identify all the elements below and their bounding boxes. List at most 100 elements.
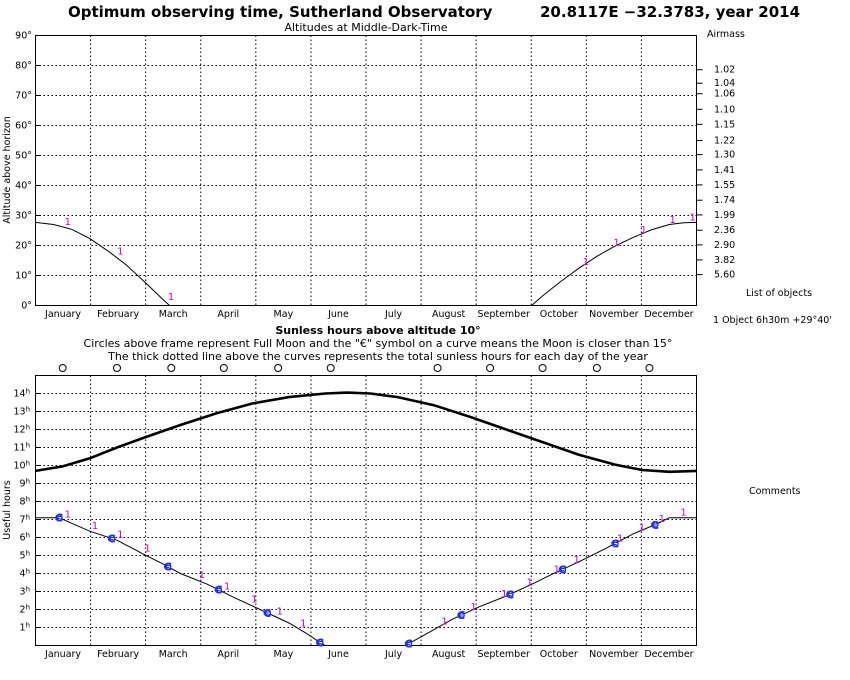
list-of-objects-label: List of objects xyxy=(746,288,812,299)
object-label-marker: 1 xyxy=(251,594,257,605)
object-label-marker: 1 xyxy=(168,292,174,303)
airmass-tick-label: 2.90 xyxy=(714,240,735,251)
bottom-y-tick-label: 6h xyxy=(20,532,30,544)
moon-proximity-symbol: € xyxy=(457,609,466,622)
altitude-curve xyxy=(531,221,697,306)
full-moon-circle xyxy=(58,364,67,372)
moon-proximity-marker xyxy=(214,585,223,594)
moon-proximity-symbol: € xyxy=(611,538,620,551)
object-label-marker: 1 xyxy=(65,217,71,228)
airmass-tick-label: 3.82 xyxy=(714,255,735,266)
airmass-tick-label: 2.36 xyxy=(714,225,735,236)
airmass-tick-label: 1.15 xyxy=(714,119,735,130)
full-moon-circle xyxy=(592,364,601,372)
moon-proximity-marker xyxy=(55,513,63,522)
airmass-tick-label: 1.06 xyxy=(714,89,735,100)
airmass-label: Airmass xyxy=(707,29,745,40)
object-label-marker: 1 xyxy=(277,606,283,617)
object-label-marker: 1 xyxy=(441,617,447,628)
bottom-month-label: March xyxy=(159,649,188,660)
object-label-marker: 1 xyxy=(659,514,665,525)
moon-proximity-marker xyxy=(404,639,413,648)
moon-proximity-marker xyxy=(611,539,619,548)
bottom-y-tick-label: 12h xyxy=(13,424,30,436)
top-month-label: May xyxy=(274,309,294,320)
full-moon-circle xyxy=(274,364,283,372)
bottom-title: Sunless hours above altitude 10° xyxy=(275,324,480,337)
comments-label: Comments xyxy=(749,486,801,497)
airmass-tick-label: 1.22 xyxy=(714,136,735,147)
top-grid xyxy=(35,35,697,306)
top-month-label: October xyxy=(540,309,578,320)
bottom-y-tick-label: 3h xyxy=(20,586,30,598)
top-ylabel: Altitude above horizon xyxy=(2,116,13,224)
bottom-month-label: June xyxy=(327,649,349,660)
airmass-tick-label: 1.02 xyxy=(714,65,735,76)
airmass-axis: 1.02 1.041.06 1.10 1.15 1.22 1.30 1.41 1.55 1.74… xyxy=(696,65,735,281)
top-month-label: January xyxy=(44,309,81,320)
bottom-y-tick-label: 4h xyxy=(20,568,30,580)
bottom-series: € € € € € € € € € € € €1 1 1 1 1 1 1 1 1 1 1 1 1 1 1 1 1 1 1 xyxy=(35,391,697,651)
object-label-marker: 1 xyxy=(583,257,589,268)
moon-proximity-marker xyxy=(316,638,324,647)
top-month-label: July xyxy=(384,309,402,320)
coords-title: 20.8117E −32.3783, year 2014 xyxy=(540,3,800,21)
bottom-y-tick-label: 5h xyxy=(20,550,30,562)
bottom-month-label: August xyxy=(432,649,466,660)
moon-proximity-symbol: € xyxy=(558,563,567,576)
object-label-marker: 1 xyxy=(680,508,686,519)
top-x-axis: January February March April May June July Augu… xyxy=(44,309,694,320)
object-label-marker: 1 xyxy=(199,570,205,581)
useful-hours-curve xyxy=(35,517,326,646)
object-label-marker: 1 xyxy=(689,213,695,224)
bottom-note-2: The thick dotted line above the curves r… xyxy=(107,350,648,363)
top-y-tick-label: 60° xyxy=(15,121,32,132)
top-y-axis: 0° 10° 20° 30° 40° 50° 60° 70° 80° 90° xyxy=(15,31,40,312)
bottom-month-label: February xyxy=(97,649,139,660)
full-moon-circle xyxy=(112,364,121,372)
full-moon-circles xyxy=(58,364,654,372)
moon-proximity-marker xyxy=(651,521,659,529)
moon-proximity-symbol: € xyxy=(163,561,172,574)
bottom-y-tick-label: 1h xyxy=(20,622,30,634)
bottom-y-tick-label: 14h xyxy=(13,388,30,400)
bottom-y-axis: 1h 2h 3h 4h 5h 6h 7h 8h 9h 10h 11h 12h 13h 14h xyxy=(13,388,40,634)
moon-proximity-marker xyxy=(263,609,272,617)
bottom-month-label: November xyxy=(589,649,639,660)
top-y-tick-label: 0° xyxy=(21,301,32,312)
object-label-marker: 1 xyxy=(501,589,507,600)
object-label-marker: 1 xyxy=(670,215,676,226)
bottom-month-label: September xyxy=(477,649,530,660)
bottom-y-tick-label: 8h xyxy=(20,496,30,508)
airmass-tick-label: 1.04 xyxy=(714,78,735,89)
moon-proximity-symbol: € xyxy=(107,532,116,545)
airmass-tick-label: 1.30 xyxy=(714,150,735,161)
top-month-label: August xyxy=(432,309,466,320)
moon-proximity-symbol: € xyxy=(505,588,514,601)
object-label-marker: 1 xyxy=(117,246,123,257)
top-month-label: June xyxy=(327,309,349,320)
moon-proximity-marker xyxy=(457,611,465,619)
top-subtitle: Altitudes at Middle-Dark-Time xyxy=(284,21,447,34)
bottom-y-tick-label: 13h xyxy=(13,406,30,418)
bottom-note-1: Circles above frame represent Full Moon … xyxy=(84,337,673,350)
moon-proximity-marker xyxy=(506,590,514,599)
bottom-month-label: December xyxy=(644,649,693,660)
moon-proximity-symbol: € xyxy=(650,519,659,532)
full-moon-circle xyxy=(167,364,176,372)
object-label-marker: 1 xyxy=(92,521,98,532)
object-label-marker: 1 xyxy=(144,544,150,555)
top-series: 1 1 1 1 1 1 1 1 xyxy=(35,213,697,306)
bottom-month-label: April xyxy=(217,649,239,660)
bottom-month-label: October xyxy=(540,649,578,660)
object-label-marker: 1 xyxy=(300,618,306,629)
bottom-month-label: May xyxy=(274,649,294,660)
bottom-ylabel: Useful hours xyxy=(2,480,13,540)
moon-proximity-symbol: € xyxy=(263,607,272,620)
bottom-y-tick-label: 7h xyxy=(20,514,30,526)
object-label-marker: 1 xyxy=(574,555,580,566)
top-y-tick-label: 90° xyxy=(15,31,32,42)
moon-proximity-marker xyxy=(107,534,116,543)
moon-proximity-symbol: € xyxy=(404,638,413,651)
